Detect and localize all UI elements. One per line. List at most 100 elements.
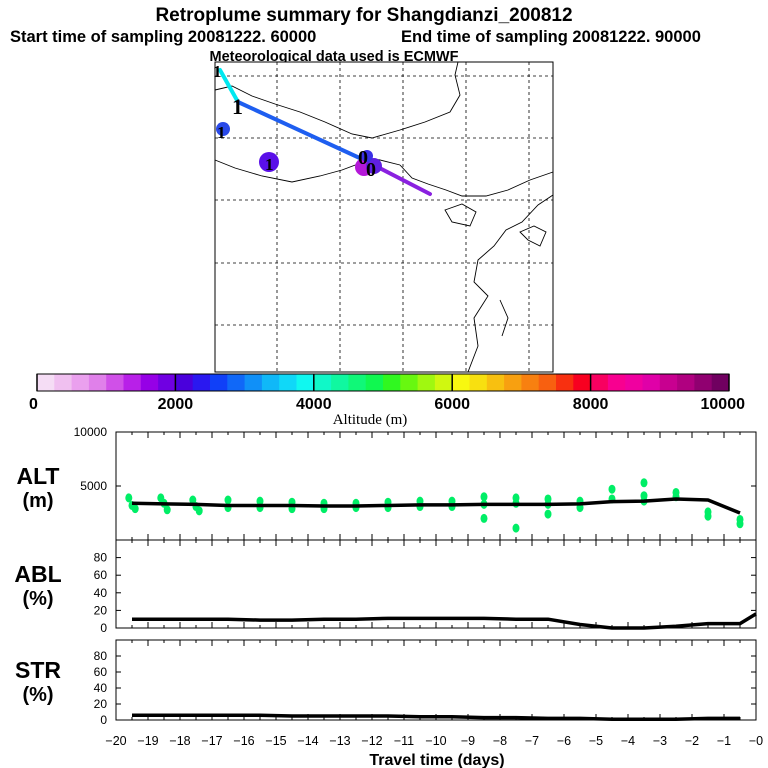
colorbar-swatch xyxy=(88,374,107,391)
scatter-point xyxy=(131,504,139,514)
colorbar-tick-label: 6000 xyxy=(434,396,470,413)
trajectory-map: 1 1 1 1 0 0 xyxy=(213,61,554,373)
colorbar-swatch xyxy=(313,374,332,391)
colorbar-swatch xyxy=(210,374,228,391)
colorbar-swatch xyxy=(504,374,522,391)
colorbar-swatch xyxy=(538,374,557,391)
x-tick-label: −0 xyxy=(749,734,763,748)
colorbar-swatch xyxy=(452,374,470,391)
series-line xyxy=(132,713,740,721)
colorbar-swatch xyxy=(192,374,211,391)
x-axis-label: Travel time (days) xyxy=(369,752,504,768)
y-tick-label: 40 xyxy=(94,681,108,695)
colorbar-swatch xyxy=(400,374,419,391)
colorbar-swatch xyxy=(244,374,263,391)
y-tick-label: 20 xyxy=(94,697,108,711)
scatter-point xyxy=(640,478,648,488)
trajectory-marker-label: 1 xyxy=(213,62,222,81)
x-tick-label: −12 xyxy=(361,734,382,748)
scatter-point xyxy=(736,519,744,529)
x-tick-label: −14 xyxy=(297,734,318,748)
colorbar-swatch xyxy=(296,374,315,391)
x-tick-label: −2 xyxy=(685,734,699,748)
colorbar-swatch xyxy=(469,374,488,391)
x-tick-label: −13 xyxy=(329,734,350,748)
colorbar-swatch xyxy=(37,374,55,391)
x-tick-label: −18 xyxy=(169,734,190,748)
scatter-point xyxy=(256,496,264,506)
trajectory-marker xyxy=(216,122,230,136)
y-tick-label: 60 xyxy=(94,568,108,582)
scatter-point xyxy=(224,495,232,505)
panel-abl: 0 20 40 60 80 ABL(%) xyxy=(14,539,757,635)
panel-ylabel: ABL xyxy=(14,561,61,587)
map-frame xyxy=(214,61,554,373)
x-tick-label: −3 xyxy=(653,734,667,748)
series-line xyxy=(131,497,741,515)
y-tick-label: 40 xyxy=(94,586,108,600)
trajectory-marker-label: 1 xyxy=(232,94,243,119)
y-tick-label: 20 xyxy=(94,603,108,617)
colorbar-swatch xyxy=(711,374,730,391)
scatter-point xyxy=(512,523,520,533)
y-tick-label: 10000 xyxy=(74,425,108,439)
colorbar-swatch xyxy=(348,374,367,391)
colorbar-swatch xyxy=(677,374,695,391)
x-axis: −20 −19 −18 −17 −16 −15 −14 −13 −12 −11 −10 −9 −8 −7 −… xyxy=(105,734,763,748)
trajectory-marker-label: 1 xyxy=(265,155,274,174)
panel-ylabel: ALT xyxy=(16,463,59,489)
panel-frame xyxy=(115,639,757,721)
altitude-colorbar xyxy=(36,373,730,392)
x-tick-label: −17 xyxy=(201,734,222,748)
colorbar-swatch xyxy=(383,374,401,391)
x-tick-label: −16 xyxy=(233,734,254,748)
colorbar-tick-label: 8000 xyxy=(573,396,609,413)
y-tick-label: 0 xyxy=(100,621,107,635)
trajectory-segment xyxy=(218,68,240,104)
x-tick-label: −20 xyxy=(105,734,126,748)
panel-ylabel: STR xyxy=(15,657,61,683)
colorbar-swatch xyxy=(607,374,626,391)
x-tick-label: −11 xyxy=(394,734,414,748)
y-tick-label: 0 xyxy=(100,713,107,727)
colorbar-swatch xyxy=(694,374,713,391)
x-tick-label: −6 xyxy=(557,734,571,748)
x-tick-label: −5 xyxy=(589,734,603,748)
trajectory-marker-label: 0 xyxy=(366,159,376,181)
colorbar-swatch xyxy=(590,374,609,391)
colorbar-tick-label: 2000 xyxy=(158,396,194,413)
colorbar-swatch xyxy=(434,374,453,391)
scatter-point xyxy=(163,505,171,515)
panel-yunit: (%) xyxy=(22,588,53,610)
panel-yunit: (m) xyxy=(22,490,53,512)
x-tick-label: −9 xyxy=(461,734,475,748)
y-tick-label: 5000 xyxy=(80,479,107,493)
x-tick-label: −8 xyxy=(493,734,507,748)
scatter-point xyxy=(480,513,488,523)
colorbar-swatch xyxy=(365,374,384,391)
colorbar-tick-label: 4000 xyxy=(296,396,332,413)
trajectory-marker xyxy=(366,158,382,174)
colorbar-swatch xyxy=(659,374,678,391)
x-tick-label: −19 xyxy=(137,734,158,748)
colorbar-swatch xyxy=(158,374,176,391)
y-tick-label: 80 xyxy=(94,551,108,565)
time-series-panels: 500010000ALT(m)020406080ABL(%)020406080S… xyxy=(14,425,757,727)
colorbar-swatch xyxy=(106,374,124,391)
panel-yunit: (%) xyxy=(22,684,53,706)
trajectory-marker xyxy=(259,152,279,172)
panel-alt: 5000 10000 ALT(m) xyxy=(16,425,757,541)
colorbar-ticks: 0 2000 4000 6000 8000 10000 xyxy=(29,374,745,413)
colorbar-tick-label: 0 xyxy=(29,396,38,413)
colorbar-swatch xyxy=(71,374,90,391)
scatter-point xyxy=(704,511,712,521)
chart-title: Retroplume summary for Shangdianzi_20081… xyxy=(155,5,572,26)
trajectory-marker-label: 1 xyxy=(217,123,226,142)
series-line xyxy=(132,612,757,630)
colorbar-tick-label: 10000 xyxy=(701,396,746,413)
colorbar-swatch xyxy=(227,374,246,391)
x-tick-label: −15 xyxy=(265,734,286,748)
panel-str: 0 20 40 60 80 STR(%) xyxy=(15,639,757,727)
scatter-point xyxy=(480,492,488,502)
